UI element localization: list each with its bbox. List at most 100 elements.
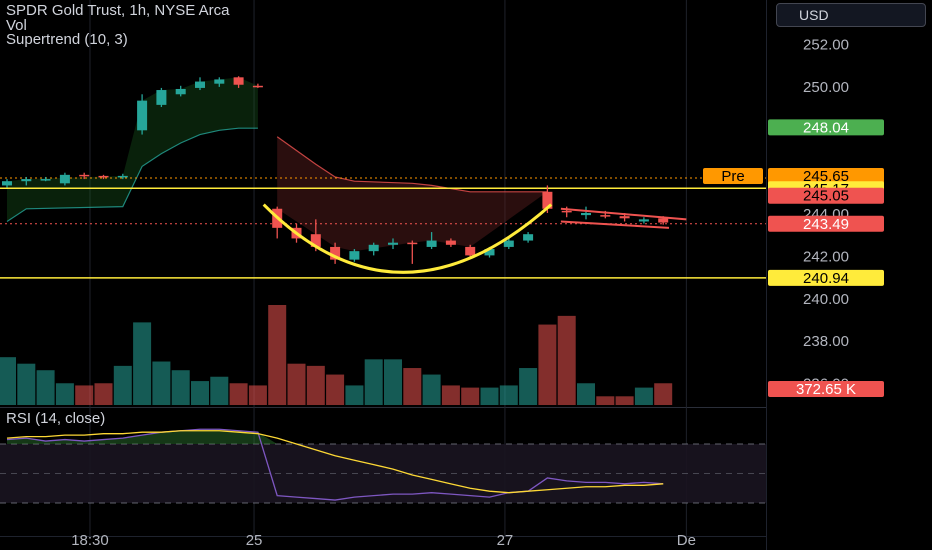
price-label-bg [768, 168, 884, 185]
candle-body [252, 85, 263, 88]
rsi-overbought-fill [7, 429, 664, 444]
volume-bar [229, 383, 248, 405]
pane-separator [0, 407, 766, 408]
price-axis-tick: 252.00 [803, 36, 849, 53]
candle-body [619, 216, 630, 219]
volume-bar [499, 385, 518, 405]
candle-body [561, 210, 572, 213]
candle-body [137, 100, 148, 131]
price-label-bg [768, 215, 884, 232]
price-label-bg [768, 269, 884, 286]
price-label-text: 248.04 [803, 119, 849, 136]
candle-body [310, 234, 321, 247]
time-axis-line [0, 536, 766, 537]
volume-bar [152, 361, 171, 405]
candle-body [349, 251, 360, 260]
volume-bar [94, 383, 113, 405]
cup-pattern-arc [262, 203, 553, 274]
supertrend-up-line [6, 127, 258, 223]
candle-body [426, 240, 437, 247]
volume-bar [461, 387, 480, 405]
candle-body [79, 174, 90, 177]
volume-bar [384, 359, 402, 405]
candle-body [503, 240, 514, 247]
price-axis-tick: 238.00 [803, 333, 849, 350]
price-label-text: 240.94 [803, 270, 849, 287]
supertrend-down-line [276, 136, 548, 193]
candle-body [330, 246, 341, 260]
volume-bar [557, 315, 576, 405]
price-axis-line [766, 0, 767, 550]
volume-bar [55, 383, 74, 405]
price-label-text: 245.65 [803, 168, 849, 185]
volume-legend[interactable]: Vol [6, 17, 27, 34]
candle-body [368, 244, 379, 252]
volume-bar [654, 383, 673, 405]
price-label: 245.05 [768, 187, 884, 205]
volume-bar [36, 370, 55, 405]
volume-bar [577, 383, 595, 405]
handle-channel-upper [560, 207, 687, 221]
volume-bar [364, 359, 383, 405]
volume-bar [268, 305, 287, 405]
candle-body [40, 179, 51, 181]
rsi-legend[interactable]: RSI (14, close) [6, 410, 106, 427]
candle-body [233, 77, 244, 85]
candle-body [388, 242, 398, 245]
volume-bar [75, 385, 94, 405]
price-label: 248.04 [768, 119, 884, 136]
price-label: 243.49 [768, 215, 884, 233]
volume-bar [538, 324, 557, 405]
candle-body [98, 175, 109, 178]
candle-body [214, 79, 225, 84]
candle-body [175, 88, 186, 95]
candle-body [542, 191, 553, 209]
supertrend-down-fill [277, 136, 548, 252]
rsi-line [6, 428, 664, 501]
price-axis-tick: 240.00 [803, 291, 849, 308]
volume-bar [171, 370, 190, 405]
candle-body [156, 90, 167, 105]
volume-bar [17, 363, 36, 405]
price-label-bg [768, 119, 884, 136]
volume-bar [133, 322, 152, 405]
volume-bar [634, 387, 653, 405]
volume-bar [248, 385, 267, 405]
time-axis-label: De [677, 532, 696, 549]
volume-bar [326, 374, 345, 405]
volume-bar [306, 365, 325, 405]
candle-body [638, 219, 649, 222]
volume-bar [113, 365, 132, 405]
time-axis-label: 27 [497, 532, 514, 549]
price-label-bg [768, 187, 884, 204]
volume-label-text: 372.65 K [796, 381, 856, 398]
price-label-text: 245.05 [803, 188, 849, 205]
volume-bar [422, 374, 441, 405]
volume-bar [403, 368, 422, 405]
volume-bar [191, 381, 209, 405]
candle-body [445, 240, 456, 245]
candle-body [21, 179, 32, 182]
symbol-title[interactable]: SPDR Gold Trust, 1h, NYSE Arca [6, 2, 230, 19]
volume-bar [345, 385, 364, 405]
volume-bar [615, 396, 634, 405]
time-axis-label: 18:30 [71, 532, 109, 549]
price-label: 245.65 Pre [703, 168, 884, 185]
price-axis-tick: 242.00 [803, 248, 849, 265]
price-axis-tick: 250.00 [803, 79, 849, 96]
price-label-text: 243.49 [803, 216, 849, 233]
candle-body [195, 81, 205, 88]
pre-tag-text: Pre [721, 168, 744, 185]
candle-body [59, 174, 70, 184]
candle-body [407, 242, 418, 245]
supertrend-legend[interactable]: Supertrend (10, 3) [6, 31, 128, 48]
volume-bar [480, 387, 499, 405]
currency-selector[interactable]: USD [776, 3, 926, 27]
time-axis-label: 25 [246, 532, 263, 549]
volume-bar [210, 376, 229, 405]
candle-body [523, 234, 534, 241]
rsi-ma-line [6, 430, 664, 494]
volume-bar [519, 368, 538, 405]
candle-body [658, 218, 669, 223]
